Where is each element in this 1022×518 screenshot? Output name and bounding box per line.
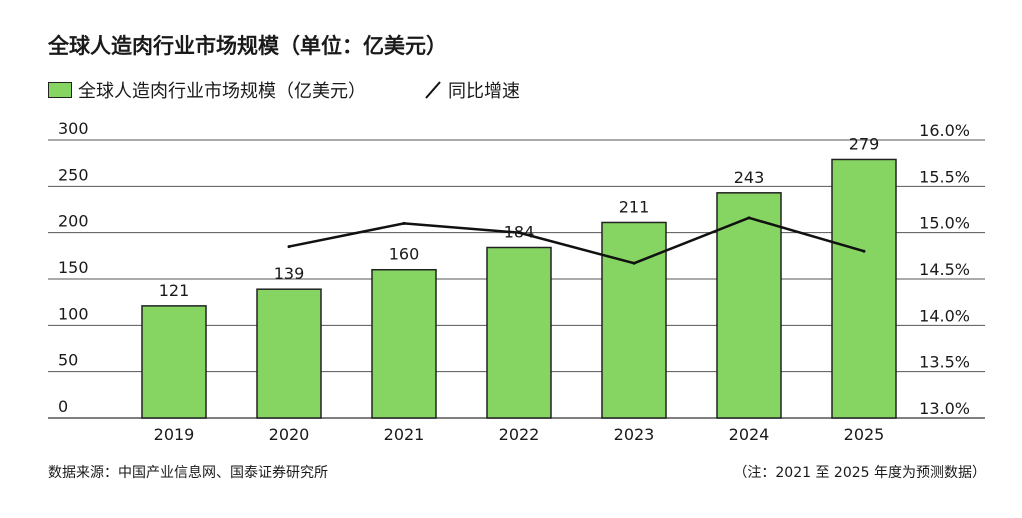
x-tick-label: 2023 — [614, 425, 655, 444]
y-tick-label-right: 14.5% — [919, 260, 970, 279]
bar — [716, 192, 782, 419]
bar-value-label: 139 — [274, 264, 305, 283]
bar — [486, 246, 552, 419]
y-tick-label-left: 200 — [58, 212, 89, 231]
legend-bar-swatch — [48, 82, 72, 98]
x-tick-label: 2025 — [844, 425, 885, 444]
growth-rate-line — [288, 216, 865, 265]
bar — [256, 288, 322, 419]
x-tick-label: 2019 — [154, 425, 195, 444]
y-tick-label-left: 0 — [58, 397, 68, 416]
y-tick-label-right: 14.0% — [919, 306, 970, 325]
y-tick-label-right: 16.0% — [919, 121, 970, 140]
bar-value-label: 121 — [159, 281, 190, 300]
bar — [371, 268, 437, 419]
bar — [601, 221, 667, 419]
bar — [141, 305, 207, 419]
y-tick-label-left: 150 — [58, 258, 89, 277]
legend: 全球人造肉行业市场规模（亿美元） 同比增速 — [48, 76, 520, 104]
chart-title: 全球人造肉行业市场规模（单位：亿美元） — [48, 34, 447, 58]
bar — [831, 158, 897, 419]
y-tick-label-left: 100 — [58, 304, 89, 323]
bar-value-label: 243 — [734, 168, 765, 187]
y-tick-label-left: 300 — [58, 119, 89, 138]
y-tick-label-right: 13.5% — [919, 353, 970, 372]
y-tick-label-right: 15.5% — [919, 167, 970, 186]
x-tick-label: 2020 — [269, 425, 310, 444]
forecast-note: （注：2021 至 2025 年度为预测数据） — [733, 465, 986, 481]
legend-line-label: 同比增速 — [448, 81, 520, 102]
y-tick-label-left: 250 — [58, 165, 89, 184]
legend-bar-label: 全球人造肉行业市场规模（亿美元） — [78, 81, 366, 102]
legend-line-icon — [425, 81, 441, 99]
y-tick-label-right: 15.0% — [919, 214, 970, 233]
x-tick-label: 2022 — [499, 425, 540, 444]
bar-value-label: 279 — [849, 134, 880, 153]
data-source: 数据来源：中国产业信息网、国泰证券研究所 — [48, 465, 328, 481]
x-tick-label: 2021 — [384, 425, 425, 444]
bar-value-label: 160 — [389, 245, 420, 264]
y-tick-label-left: 50 — [58, 351, 78, 370]
y-tick-label-right: 13.0% — [919, 399, 970, 418]
x-tick-label: 2024 — [729, 425, 770, 444]
bar-value-label: 211 — [619, 197, 650, 216]
